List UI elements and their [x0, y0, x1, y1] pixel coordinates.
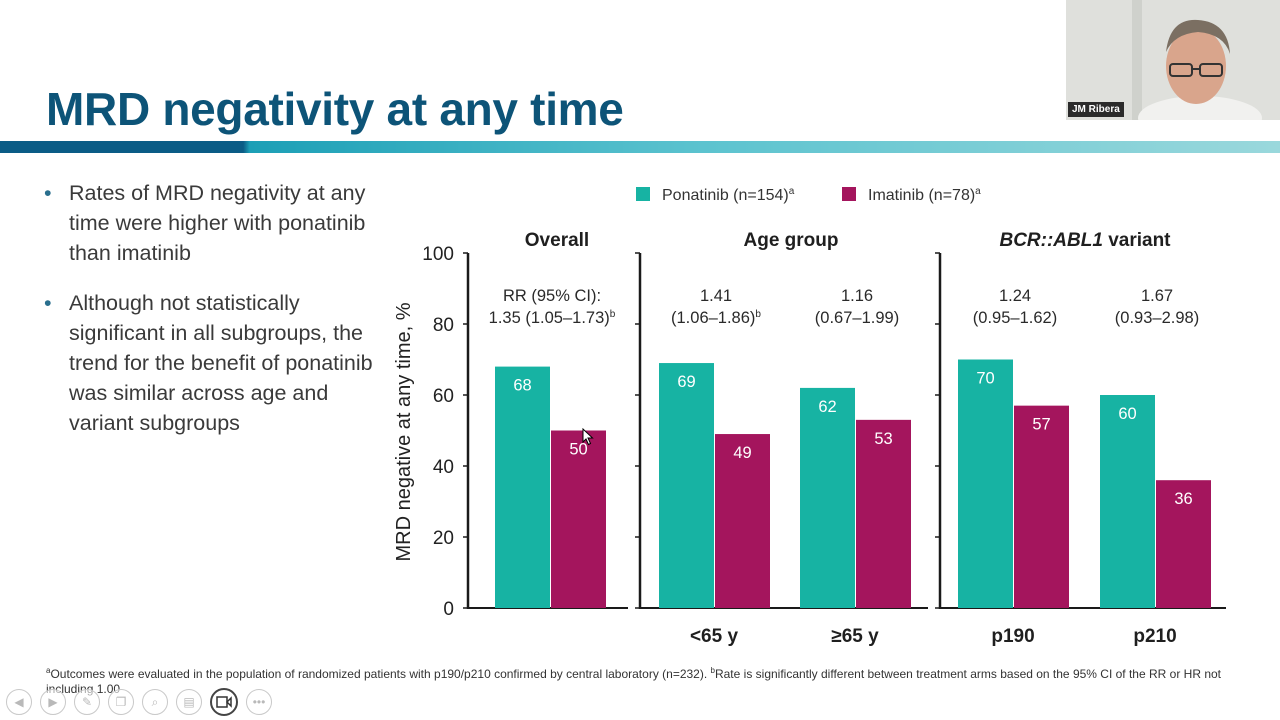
footnote-marker-b: b	[710, 666, 715, 675]
bar-value-label: 53	[874, 430, 892, 448]
bar-value-label: 50	[569, 441, 587, 459]
footnote-b-text: Rate is significantly different between …	[46, 667, 1222, 696]
imatinib-bar	[551, 430, 606, 608]
bar-value-label: 60	[1118, 405, 1136, 423]
imatinib-bar	[1156, 480, 1211, 608]
bar-value-label: 62	[818, 398, 836, 416]
footnote-marker-a: a	[46, 666, 51, 675]
ponatinib-bar	[800, 387, 855, 608]
more-icon[interactable]: •••	[246, 689, 272, 715]
x-category-label: p210	[1133, 626, 1176, 647]
footnote-a-text: Outcomes were evaluated in the populatio…	[50, 667, 711, 681]
y-tick-label: 0	[443, 599, 454, 620]
ponatinib-bar	[1100, 395, 1155, 608]
rr-annotation: 1.24	[999, 287, 1031, 305]
y-axis-label: MRD negative at any time, %	[393, 302, 415, 561]
bullet-item: Although not statistically significant i…	[44, 288, 384, 438]
y-tick-label: 100	[422, 244, 454, 265]
mouse-cursor-icon	[582, 428, 594, 446]
panel-title: Age group	[744, 230, 839, 251]
rr-annotation: (1.06–1.86)b	[671, 309, 761, 327]
bullet-item: Rates of MRD negativity at any time were…	[44, 178, 384, 268]
rr-annotation: 1.35 (1.05–1.73)b	[489, 309, 616, 327]
rr-annotation: 1.41	[700, 287, 732, 305]
bar-value-label: 36	[1174, 490, 1192, 508]
pen-icon[interactable]: ✎	[74, 689, 100, 715]
forward-icon[interactable]: ▶	[40, 689, 66, 715]
y-tick-label: 80	[433, 315, 454, 336]
footnote: aOutcomes were evaluated in the populati…	[46, 663, 1236, 697]
presenter-avatar	[1066, 0, 1280, 120]
legend-swatch	[636, 187, 650, 201]
ponatinib-bar	[958, 359, 1013, 608]
bar-value-label: 69	[677, 373, 695, 391]
ponatinib-bar	[659, 363, 714, 608]
presenter-video[interactable]: JM Ribera	[1066, 0, 1280, 120]
imatinib-bar	[1014, 405, 1069, 608]
copy-icon[interactable]: ❐	[108, 689, 134, 715]
bar-value-label: 70	[976, 370, 994, 388]
zoom-icon[interactable]: ⌕	[142, 689, 168, 715]
bullet-list: Rates of MRD negativity at any time were…	[44, 178, 384, 458]
bar-value-label: 57	[1032, 416, 1050, 434]
bar-value-label: 49	[733, 444, 751, 462]
x-category-label: <65 y	[690, 626, 739, 647]
x-category-label: p190	[991, 626, 1034, 647]
bar-value-label: 68	[513, 377, 531, 395]
imatinib-bar	[715, 434, 770, 608]
rr-annotation: (0.67–1.99)	[815, 309, 899, 327]
subtitles-icon[interactable]: ▤	[176, 689, 202, 715]
rr-annotation: (0.95–1.62)	[973, 309, 1057, 327]
ponatinib-bar	[495, 366, 550, 608]
video-icon[interactable]	[210, 688, 238, 716]
y-tick-label: 40	[433, 457, 454, 478]
legend-label: Ponatinib (n=154)a	[662, 186, 795, 204]
rr-annotation: RR (95% CI):	[503, 287, 601, 305]
y-tick-label: 60	[433, 386, 454, 407]
rr-annotation: 1.16	[841, 287, 873, 305]
y-tick-label: 20	[433, 528, 454, 549]
back-icon[interactable]: ◀	[6, 689, 32, 715]
legend-swatch	[842, 187, 856, 201]
panel-title: Overall	[525, 230, 589, 251]
panel-title: BCR::ABL1 variant	[999, 230, 1171, 251]
presenter-name: JM Ribera	[1068, 102, 1124, 117]
title-divider	[0, 141, 1280, 153]
rr-annotation: 1.67	[1141, 287, 1173, 305]
presentation-toolbar: ◀ ▶ ✎ ❐ ⌕ ▤ •••	[6, 688, 272, 716]
mrd-bar-chart: MRD negative at any time, % 0 20 40 60 80 100 P…	[393, 186, 1226, 647]
imatinib-bar	[856, 419, 911, 608]
rr-annotation: (0.93–2.98)	[1115, 309, 1199, 327]
legend-label: Imatinib (n=78)a	[868, 186, 981, 204]
slide-title: MRD negativity at any time	[46, 83, 624, 135]
x-category-label: ≥65 y	[831, 626, 879, 647]
